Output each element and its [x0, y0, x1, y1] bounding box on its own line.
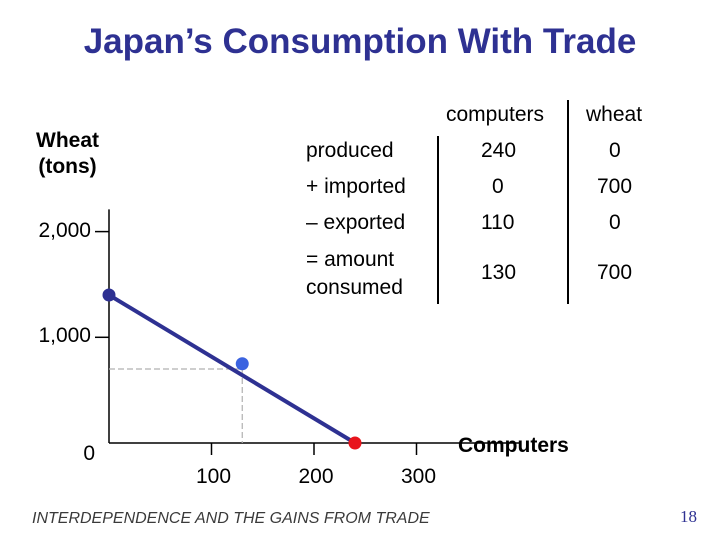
- y-axis-label-line1: Wheat: [36, 129, 99, 152]
- data-point-marker: [102, 288, 116, 302]
- cell-produced-computers: 240: [481, 139, 517, 162]
- row-label-imported: + imported: [306, 175, 406, 198]
- data-point-marker: [235, 357, 249, 371]
- x-tick-label: 200: [298, 465, 334, 488]
- cell-exported-wheat: 0: [609, 211, 621, 234]
- y-axis-label-line2: (tons): [38, 155, 97, 178]
- slide-title: Japan’s Consumption With Trade: [83, 22, 637, 61]
- row-label-consumed-2: consumed: [306, 276, 403, 299]
- x-tick-label: 300: [400, 465, 437, 488]
- table-divider-right: [567, 100, 569, 304]
- y-tick-label: 2,000: [38, 218, 91, 242]
- page-number: 18: [680, 507, 697, 526]
- cell-imported-computers: 0: [492, 175, 504, 198]
- table-divider-left: [437, 136, 439, 304]
- cell-consumed-computers: 130: [481, 261, 517, 284]
- y-axis-label: Wheat (tons): [36, 128, 99, 180]
- cell-imported-wheat: 700: [597, 175, 633, 198]
- row-label-produced: produced: [306, 139, 394, 162]
- y-tick-label: 1,000: [38, 324, 91, 348]
- table-header-wheat: wheat: [586, 103, 643, 126]
- x-tick-label: 100: [195, 465, 232, 488]
- ppf-line: [107, 293, 357, 445]
- data-point-marker: [348, 436, 362, 450]
- y-tick-label: 0: [83, 442, 95, 465]
- cell-consumed-wheat: 700: [597, 261, 633, 284]
- row-label-consumed-1: = amount: [306, 248, 395, 271]
- footer-text: INTERDEPENDENCE AND THE GAINS FROM TRADE: [32, 510, 430, 527]
- cell-exported-computers: 110: [481, 211, 515, 234]
- table-header-computers: computers: [446, 103, 545, 126]
- row-label-exported: – exported: [306, 211, 406, 234]
- cell-produced-wheat: 0: [609, 139, 621, 162]
- x-axis-label: Computers: [458, 434, 569, 457]
